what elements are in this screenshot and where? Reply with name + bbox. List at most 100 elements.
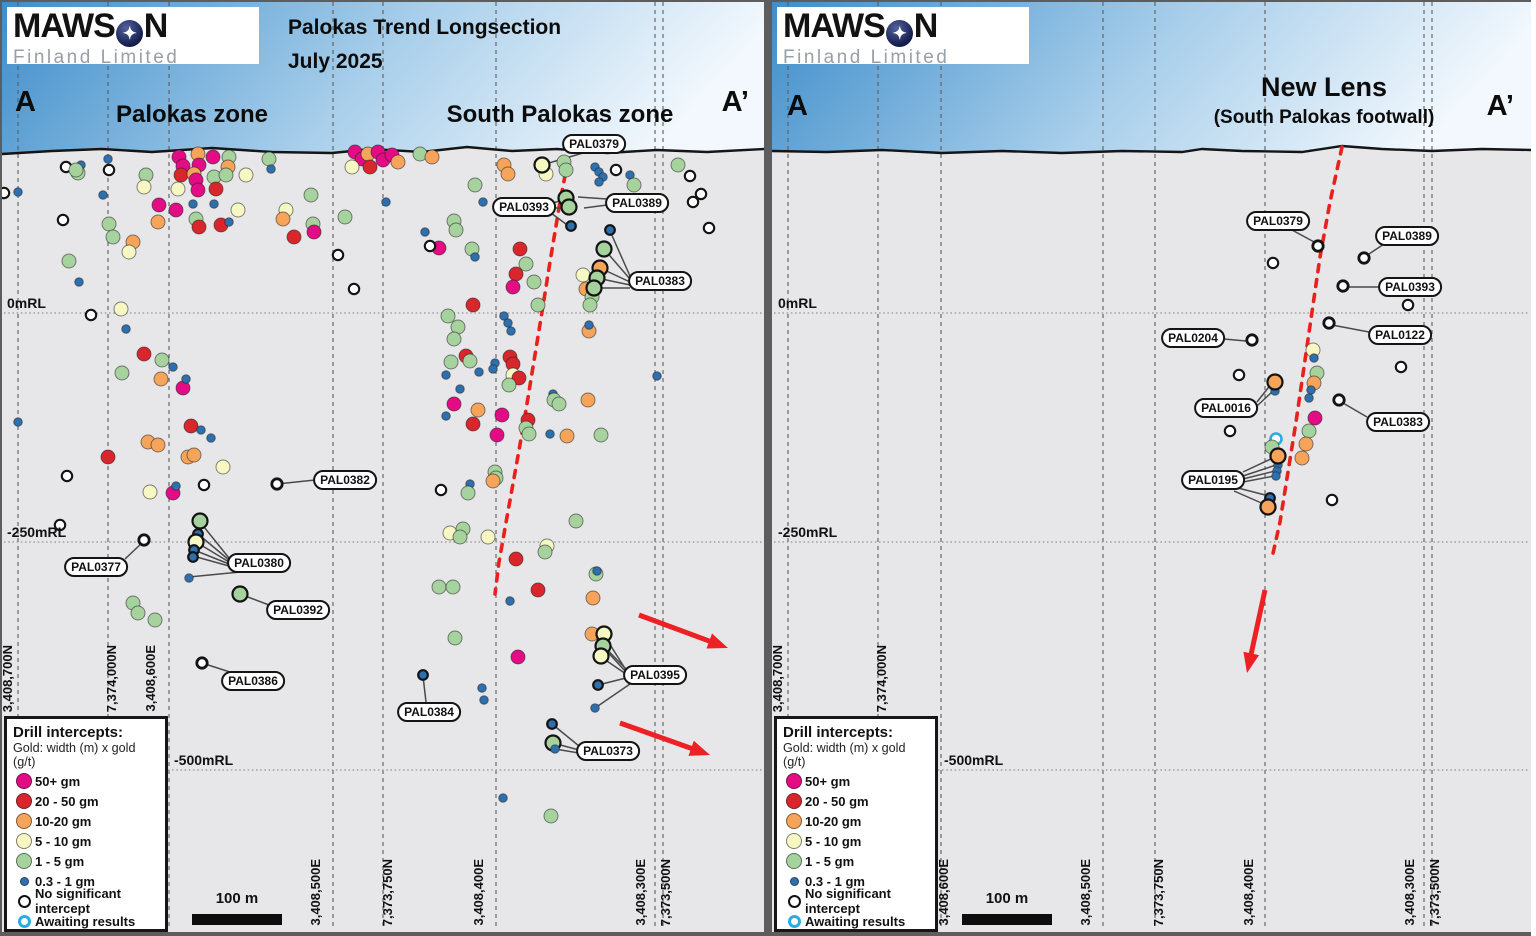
intercept-dot-Y <box>480 529 496 545</box>
callout-leader-line <box>188 571 241 578</box>
intercept-dot-B <box>592 566 602 576</box>
intercept-dot-O <box>580 392 596 408</box>
zone-heading-new-lens-sub: (South Palokas footwall) <box>1213 107 1435 128</box>
intercept-dot-B <box>196 425 206 435</box>
intercept-dot-R <box>191 219 207 235</box>
elevation-label: -250mRL <box>778 524 838 540</box>
legend-subtitle: Gold: width (m) x gold (g/t) <box>783 741 906 769</box>
elevation-label: -500mRL <box>944 752 1004 768</box>
mawson-logo-wordmark: MAWS ✦ N <box>13 7 168 47</box>
callout-leader-line <box>1291 229 1317 244</box>
intercept-dot-W <box>347 282 361 296</box>
legend-item-label: 50+ gm <box>805 773 851 789</box>
legend-item-label: 10-20 gm <box>805 813 862 829</box>
section-marker-a-prime: A’ <box>721 86 749 118</box>
legend-item: 10-20 gm <box>783 812 929 830</box>
intercept-dot-Y <box>136 179 152 195</box>
intercept-dot-B <box>565 220 577 232</box>
globe-icon: ✦ <box>115 20 143 47</box>
intercept-dot-W <box>102 163 116 177</box>
intercept-dot-W <box>434 483 448 497</box>
drillhole-label-PAL0195: PAL0195 <box>1181 470 1245 490</box>
drillhole-label-PAL0393: PAL0393 <box>492 197 556 217</box>
intercept-dot-G <box>445 579 461 595</box>
elevation-label: 0mRL <box>778 295 817 311</box>
drillhole-label-PAL0383: PAL0383 <box>1366 412 1430 432</box>
elevation-label: 0mRL <box>7 295 46 311</box>
intercept-dot-O <box>485 473 501 489</box>
legend-item: Awaiting results <box>13 912 159 930</box>
intercept-dot-R <box>465 297 481 313</box>
intercept-dot-Y <box>142 484 158 500</box>
legend-item: Awaiting results <box>783 912 929 930</box>
intercept-dot-W <box>1311 239 1325 253</box>
intercept-dot-B <box>499 311 509 321</box>
grid-coordinate-label: 3,408,300E <box>1402 859 1417 926</box>
figure-title-line1: Palokas Trend Longsection <box>288 16 562 39</box>
intercept-dot-G <box>191 512 209 530</box>
intercept-dot-M <box>205 149 221 165</box>
intercept-dot-B <box>417 669 429 681</box>
intercept-dot-B <box>478 197 488 207</box>
intercept-dot-B <box>98 190 108 200</box>
intercept-dot-O <box>1298 436 1314 452</box>
scalebar <box>962 914 1052 925</box>
intercept-dot-M <box>168 202 184 218</box>
intercept-dot-W <box>683 169 697 183</box>
intercept-dot-G <box>447 630 463 646</box>
intercept-dot-B <box>592 679 604 691</box>
plunge-arrow-head <box>688 740 710 756</box>
intercept-dot-B <box>266 164 276 174</box>
drillhole-label-PAL0389: PAL0389 <box>605 193 669 213</box>
globe-icon: ✦ <box>885 20 913 47</box>
legend-swatch-W <box>787 894 801 908</box>
mawson-logo-subtitle: Finland Limited <box>13 47 180 68</box>
grid-coordinate-label: 3,408,500E <box>308 859 323 926</box>
legend-swatch-O <box>786 813 802 829</box>
intercept-dot-Y <box>344 159 360 175</box>
intercept-dot-B <box>181 374 191 384</box>
legend-item-label: Awaiting results <box>805 913 906 929</box>
legend-item-label: 1 - 5 gm <box>805 853 855 869</box>
callout-leader-line <box>583 204 608 209</box>
legend-item: 50+ gm <box>13 772 159 790</box>
legend-swatch-W <box>17 894 31 908</box>
intercept-dot-Y <box>170 181 186 197</box>
intercept-dot-W <box>270 477 284 491</box>
intercept-dot-W <box>1357 251 1371 265</box>
intercept-dot-G <box>114 365 130 381</box>
legend-item-label: No significant intercept <box>805 886 891 916</box>
legend-item-label: 10-20 gm <box>35 813 92 829</box>
intercept-dot-G <box>218 167 234 183</box>
intercept-dot-R <box>508 551 524 567</box>
callout-leader-line <box>594 683 631 709</box>
legend-item-label: 5 - 10 gm <box>805 833 862 849</box>
drillhole-label-PAL0389: PAL0389 <box>1375 226 1439 246</box>
intercept-dot-R <box>465 416 481 432</box>
intercept-dot-B <box>206 433 216 443</box>
drillhole-label-PAL0379: PAL0379 <box>1246 211 1310 231</box>
zone-heading-south-palokas: South Palokas zone <box>446 101 674 128</box>
scalebar-label: 100 m <box>985 890 1029 907</box>
grid-coordinate-label: 7,373,500N <box>1427 858 1442 926</box>
intercept-dot-B <box>184 573 194 583</box>
intercept-dot-W <box>197 478 211 492</box>
intercept-dot-G <box>530 297 546 313</box>
intercept-dot-B <box>604 224 616 236</box>
intercept-dot-W <box>56 213 70 227</box>
intercept-dot-R <box>530 582 546 598</box>
legend-item-label: 0.3 - 1 gm <box>35 873 95 889</box>
scalebar-label: 100 m <box>215 890 259 907</box>
panel-palokas-longsection: MAWS ✦ N Finland Limited Palokas Trend Lon… <box>0 2 764 932</box>
intercept-dot-G <box>154 352 170 368</box>
intercept-dot-G <box>521 426 537 442</box>
intercept-dot-G <box>560 198 578 216</box>
intercept-dot-B <box>224 217 234 227</box>
section-marker-a-prime: A’ <box>1486 90 1514 122</box>
intercept-dot-B <box>441 370 451 380</box>
drillhole-label-PAL0204: PAL0204 <box>1161 328 1225 348</box>
intercept-dot-O <box>390 154 406 170</box>
intercept-dot-G <box>231 585 249 603</box>
drillhole-label-PAL0373: PAL0373 <box>576 741 640 761</box>
intercept-dot-Y <box>575 267 591 283</box>
